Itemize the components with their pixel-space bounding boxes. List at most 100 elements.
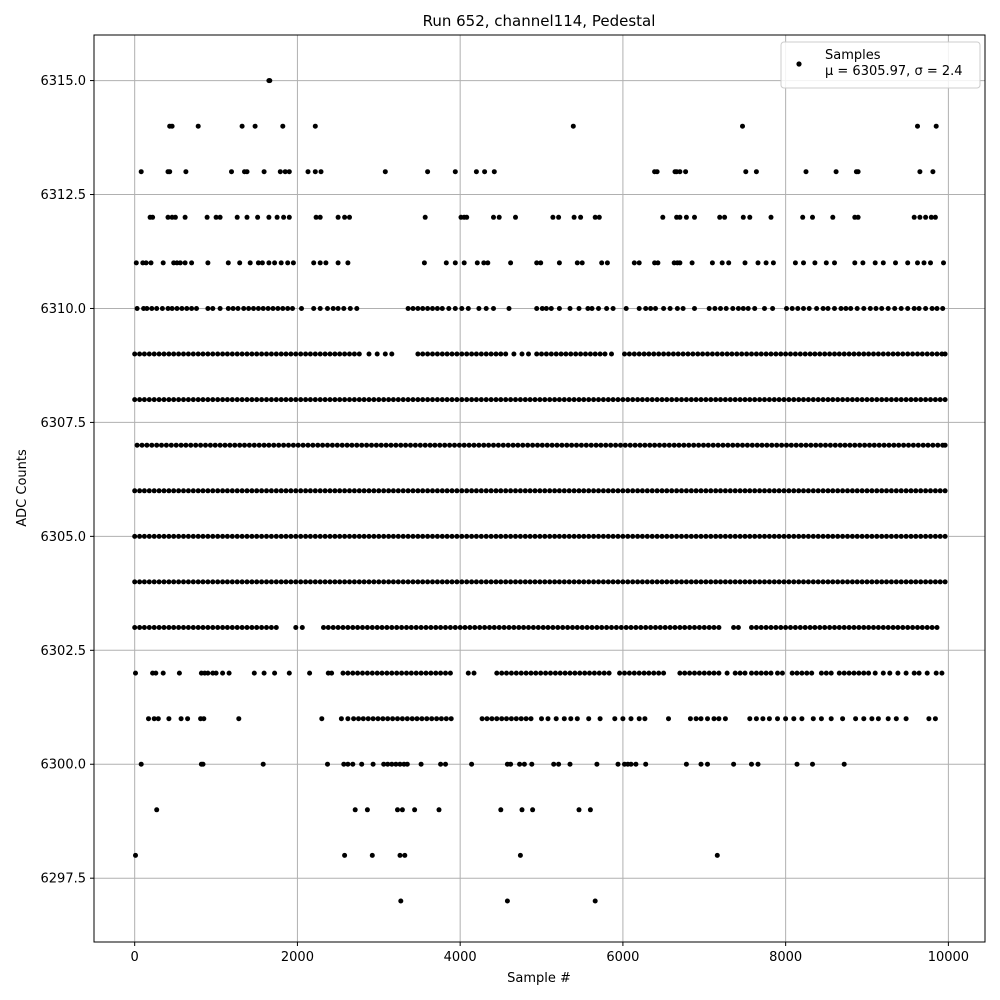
data-point bbox=[776, 488, 782, 494]
data-point bbox=[344, 442, 350, 448]
data-point bbox=[625, 579, 631, 585]
data-point bbox=[268, 625, 274, 630]
data-point bbox=[200, 761, 206, 767]
data-point bbox=[796, 579, 802, 585]
data-point bbox=[482, 625, 488, 630]
data-point bbox=[869, 579, 875, 585]
data-point bbox=[418, 625, 424, 630]
data-point bbox=[609, 351, 614, 357]
data-point bbox=[812, 351, 818, 357]
data-point bbox=[586, 533, 592, 539]
data-point bbox=[508, 579, 514, 585]
data-point bbox=[798, 442, 804, 448]
data-point bbox=[921, 260, 927, 266]
data-point bbox=[762, 488, 767, 494]
data-point bbox=[351, 397, 357, 403]
data-point bbox=[320, 442, 326, 448]
data-point bbox=[661, 351, 667, 357]
data-point bbox=[410, 533, 416, 539]
data-point bbox=[815, 579, 821, 585]
axis-ticks: 0 2000 4000 6000 8000 100006297.56300.06302.5… bbox=[41, 74, 970, 965]
data-point bbox=[370, 761, 376, 767]
data-point bbox=[539, 716, 544, 722]
data-point bbox=[390, 397, 396, 403]
data-point bbox=[134, 306, 140, 311]
data-point bbox=[526, 625, 531, 630]
data-point bbox=[771, 579, 777, 585]
data-point bbox=[648, 625, 654, 630]
data-point bbox=[249, 533, 255, 539]
data-point bbox=[919, 625, 925, 630]
data-point bbox=[859, 533, 865, 539]
data-point bbox=[693, 716, 699, 722]
data-point bbox=[383, 442, 389, 448]
data-point bbox=[161, 397, 167, 403]
data-point bbox=[483, 306, 489, 311]
x-tick-label: 8000 bbox=[769, 950, 802, 965]
data-point bbox=[671, 442, 677, 448]
data-point bbox=[449, 488, 455, 494]
data-point bbox=[617, 670, 623, 676]
data-point bbox=[747, 397, 753, 403]
data-point bbox=[737, 488, 743, 494]
data-point bbox=[167, 169, 173, 175]
data-point bbox=[141, 397, 147, 403]
data-point bbox=[867, 442, 872, 448]
legend-box bbox=[780, 41, 981, 89]
data-point bbox=[452, 260, 458, 266]
data-point bbox=[469, 351, 475, 357]
data-point bbox=[154, 807, 160, 813]
data-point bbox=[789, 670, 795, 676]
data-point bbox=[923, 579, 929, 585]
data-point bbox=[459, 397, 465, 403]
data-point bbox=[879, 579, 885, 585]
data-point bbox=[833, 169, 839, 175]
data-point bbox=[217, 442, 223, 448]
data-point bbox=[133, 670, 138, 676]
data-point bbox=[832, 306, 837, 311]
data-point bbox=[207, 442, 213, 448]
data-point bbox=[561, 579, 567, 585]
data-point bbox=[518, 716, 524, 722]
data-point bbox=[768, 351, 774, 357]
data-point bbox=[430, 351, 435, 357]
data-point bbox=[498, 579, 504, 585]
data-point bbox=[376, 533, 382, 539]
data-point bbox=[644, 579, 650, 585]
data-point bbox=[677, 169, 683, 175]
data-point bbox=[732, 579, 738, 585]
data-point bbox=[499, 716, 505, 722]
data-point bbox=[647, 442, 653, 448]
data-point bbox=[564, 442, 570, 448]
data-points bbox=[132, 78, 948, 904]
data-point bbox=[345, 260, 351, 266]
data-point bbox=[264, 488, 269, 494]
data-point bbox=[579, 625, 585, 630]
data-point bbox=[385, 761, 391, 767]
data-point bbox=[550, 625, 556, 630]
data-point bbox=[266, 214, 272, 220]
data-point bbox=[449, 533, 455, 539]
data-point bbox=[483, 351, 489, 357]
data-point bbox=[176, 533, 182, 539]
data-point bbox=[466, 442, 472, 448]
data-point bbox=[272, 670, 278, 676]
data-point bbox=[283, 397, 289, 403]
data-point bbox=[754, 442, 760, 448]
data-point bbox=[493, 533, 499, 539]
data-point bbox=[915, 260, 920, 266]
data-point bbox=[763, 670, 769, 676]
data-point bbox=[600, 579, 606, 585]
data-point bbox=[473, 579, 479, 585]
data-point bbox=[643, 761, 649, 767]
data-point bbox=[758, 670, 764, 676]
data-point bbox=[313, 214, 319, 220]
data-point bbox=[552, 670, 558, 676]
data-point bbox=[200, 579, 206, 585]
data-point bbox=[740, 442, 745, 448]
data-point bbox=[264, 533, 269, 539]
data-point bbox=[923, 488, 929, 494]
data-point bbox=[845, 397, 850, 403]
data-point bbox=[740, 214, 746, 220]
data-point bbox=[545, 625, 551, 630]
